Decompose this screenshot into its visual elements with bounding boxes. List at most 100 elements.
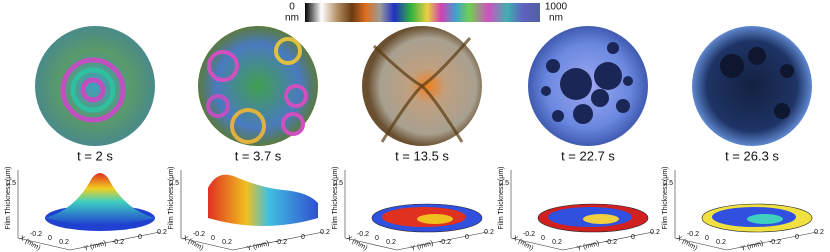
blob <box>607 42 619 54</box>
x-tick-label: -0.2 <box>687 231 699 238</box>
axis <box>396 231 488 251</box>
blob <box>774 103 790 119</box>
y-tick-label: 0.2 <box>484 229 494 236</box>
axis <box>232 231 324 251</box>
y-tick-label: 0 <box>465 234 469 241</box>
y-tick-label: 0 <box>301 234 305 241</box>
surface <box>417 214 453 224</box>
axis <box>674 237 728 251</box>
surface <box>747 214 783 224</box>
blob <box>541 86 551 96</box>
y-axis-label: Y (mm) <box>576 240 600 252</box>
y-tick-label: 0.2 <box>157 229 167 236</box>
blob <box>573 104 593 124</box>
y-tick-label: 0 <box>138 234 142 241</box>
axis <box>69 231 161 251</box>
blob <box>546 59 560 73</box>
film-image <box>692 26 812 146</box>
fringe <box>284 84 308 108</box>
axis <box>180 237 234 251</box>
fringe <box>207 50 239 82</box>
z-axis-label: Film Thickness (μm) <box>662 166 669 229</box>
x-tick-label: 0.2 <box>222 239 232 246</box>
axis <box>510 237 564 251</box>
y-tick-label: -0.2 <box>439 239 451 246</box>
x-tick-label: -0.2 <box>523 231 535 238</box>
y-axis-label: Y (mm) <box>246 240 270 252</box>
blob <box>623 76 633 86</box>
blob <box>591 89 609 107</box>
z-tick-label: 0.5 <box>6 180 16 187</box>
y-axis-label: Y (mm) <box>83 240 107 252</box>
fringe <box>281 112 305 136</box>
blob <box>748 47 766 65</box>
fringe <box>80 77 106 103</box>
z-tick-label: 0.5 <box>169 180 179 187</box>
x-tick-label: 0 <box>48 235 52 242</box>
z-tick-label: 0.5 <box>333 180 343 187</box>
y-tick-label: -0.2 <box>769 239 781 246</box>
blob <box>616 99 630 113</box>
x-tick-label: -0.2 <box>193 231 205 238</box>
y-tick-label: 0 <box>631 234 635 241</box>
fringe <box>274 37 302 65</box>
z-axis-label: Film Thickness (μm) <box>168 166 175 229</box>
colorbar-min: 0 <box>289 2 295 13</box>
x-tick-label: 0.2 <box>386 239 396 246</box>
surface <box>583 214 619 224</box>
x-tick-label: -0.2 <box>357 231 369 238</box>
x-tick-label: 0.2 <box>552 239 562 246</box>
y-tick-label: 0.2 <box>650 229 660 236</box>
time-label: t = 2 s <box>77 148 113 163</box>
z-axis-label: Film Thickness (μm) <box>498 166 505 229</box>
x-tick-label: 0 <box>705 235 709 242</box>
y-tick-label: 0 <box>795 234 799 241</box>
x-tick-label: 0 <box>375 235 379 242</box>
blob <box>560 68 592 100</box>
surface <box>208 174 318 226</box>
fringe <box>60 57 126 123</box>
axis <box>562 231 654 251</box>
fringe <box>206 94 230 118</box>
colorbar-max: 1000 <box>545 2 568 13</box>
blob <box>720 54 744 78</box>
y-tick-label: 0.2 <box>320 229 330 236</box>
x-tick-label: 0.2 <box>716 239 726 246</box>
blob <box>594 62 622 90</box>
colorbar <box>305 3 540 22</box>
fringe <box>70 67 116 113</box>
y-axis-label: Y (mm) <box>410 240 434 252</box>
blob <box>552 110 564 122</box>
axis <box>344 237 398 251</box>
y-tick-label: -0.2 <box>275 239 287 246</box>
crease <box>372 44 423 88</box>
z-axis-label: Film Thickness (μm) <box>332 166 339 229</box>
y-tick-label: 0.2 <box>814 229 824 236</box>
time-label: t = 22.7 s <box>561 148 615 163</box>
fringe <box>230 108 266 144</box>
axis <box>17 237 71 251</box>
y-tick-label: -0.2 <box>605 239 617 246</box>
surface <box>45 173 155 225</box>
x-tick-label: -0.2 <box>30 231 42 238</box>
z-axis-label: Film Thickness (μm) <box>5 166 12 229</box>
time-label: t = 26.3 s <box>725 148 779 163</box>
z-tick-label: 0.5 <box>663 180 673 187</box>
axis <box>726 231 818 251</box>
y-tick-label: -0.2 <box>112 239 124 246</box>
x-tick-label: 0 <box>541 235 545 242</box>
z-tick-label: 0.5 <box>499 180 509 187</box>
time-label: t = 3.7 s <box>235 148 282 163</box>
colorbar-unit: nm <box>285 13 299 24</box>
film-image <box>35 26 155 146</box>
time-label: t = 13.5 s <box>395 148 449 163</box>
colorbar-unit: nm <box>549 13 563 24</box>
crease <box>420 84 464 143</box>
y-axis-label: Y (mm) <box>740 240 764 252</box>
x-tick-label: 0 <box>211 235 215 242</box>
crease <box>380 84 424 143</box>
crease <box>421 37 472 88</box>
x-tick-label: 0.2 <box>59 239 69 246</box>
blob <box>780 64 794 78</box>
